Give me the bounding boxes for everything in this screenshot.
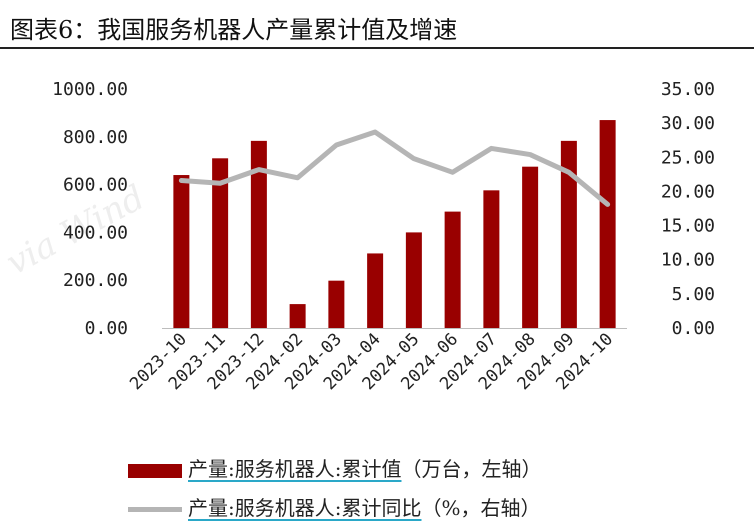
y-right-tick-label: 0.00 xyxy=(672,318,715,339)
y-right-tick-label: 30.00 xyxy=(661,113,715,134)
y-right-tick-label: 35.00 xyxy=(661,79,715,100)
bar xyxy=(328,280,345,328)
bar xyxy=(212,158,229,328)
y-axis-right: 0.00 5.00 10.00 15.00 20.00 25.00 30.00 35.00 xyxy=(661,79,715,339)
y-left-tick-label: 400.00 xyxy=(63,222,128,243)
bar xyxy=(250,140,267,328)
y-left-tick-label: 800.00 xyxy=(63,127,128,148)
y-left-tick-label: 200.00 xyxy=(63,270,128,291)
x-axis-labels: 2023-102023-112023-122024-022024-032024-… xyxy=(126,329,617,394)
legend-item-line: 产量:服务机器人:累计同比（%，右轴） xyxy=(128,492,541,521)
bar xyxy=(522,166,539,328)
line-series xyxy=(178,129,611,207)
bar xyxy=(599,120,616,328)
legend-note-line: （%，右轴） xyxy=(421,496,541,520)
y-left-tick-label: 0.00 xyxy=(85,318,128,339)
bar-series xyxy=(173,120,616,328)
legend-key-bar: 产量:服务机器人:累计值 xyxy=(188,457,402,481)
chart-title: 图表6：我国服务机器人产量累计值及增速 xyxy=(10,16,458,44)
bar xyxy=(289,304,306,328)
y-axis-left: 0.00 200.00 400.00 600.00 800.00 1000.00 xyxy=(52,79,128,339)
y-right-tick-label: 10.00 xyxy=(661,250,715,271)
bar xyxy=(405,232,422,328)
legend-note-bar: （万台，左轴） xyxy=(401,457,542,481)
title-rule xyxy=(0,47,754,49)
y-left-tick-label: 1000.00 xyxy=(52,79,128,100)
y-left-tick-label: 600.00 xyxy=(63,175,128,196)
y-right-tick-label: 25.00 xyxy=(661,147,715,168)
legend-item-bar: 产量:服务机器人:累计值（万台，左轴） xyxy=(128,453,541,482)
legend-key-line: 产量:服务机器人:累计同比 xyxy=(188,496,422,520)
bar xyxy=(173,175,190,328)
legend-swatch-bar xyxy=(128,463,182,478)
bar xyxy=(444,211,461,328)
y-right-tick-label: 15.00 xyxy=(661,216,715,237)
bar xyxy=(483,190,500,328)
legend-swatch-line xyxy=(128,507,182,512)
chart: 0.00 200.00 400.00 600.00 800.00 1000.00 0.00… xyxy=(52,79,715,394)
y-right-tick-label: 5.00 xyxy=(672,284,715,305)
line-path xyxy=(178,129,611,207)
bar xyxy=(367,253,384,328)
bar xyxy=(560,140,577,328)
y-right-tick-label: 20.00 xyxy=(661,181,715,202)
